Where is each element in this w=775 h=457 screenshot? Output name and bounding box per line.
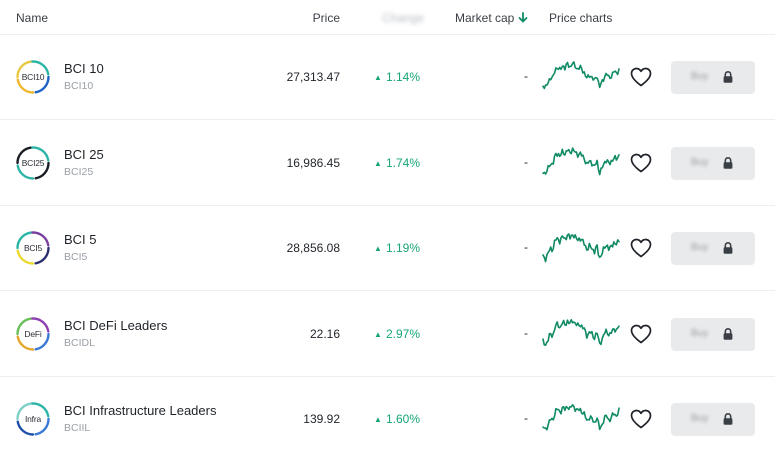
- lock-icon: [721, 327, 735, 341]
- column-header-price-charts: Price charts: [549, 11, 613, 25]
- buy-button[interactable]: Buy: [671, 403, 755, 436]
- index-market-cap: -: [524, 240, 528, 254]
- index-price: 22.16: [309, 326, 340, 341]
- price-sparkline: [542, 141, 620, 181]
- index-logo-icon: BCI10: [16, 60, 50, 94]
- logo-ring: [16, 402, 50, 436]
- change-value: 1.14%: [385, 70, 420, 84]
- logo-text: DeFi: [24, 328, 42, 339]
- price-sparkline: [542, 397, 620, 437]
- up-triangle-icon: ▲: [374, 415, 382, 424]
- table-row[interactable]: BCI5 BCI 5 BCI5 28,856.08 ▲ 1.19% - Buy: [0, 206, 775, 291]
- logo-ring: [16, 231, 50, 265]
- index-logo-icon: BCI25: [16, 145, 50, 180]
- change-value: 1.19%: [385, 241, 420, 255]
- change-value: 1.74%: [385, 155, 420, 170]
- logo-text: BCI5: [23, 243, 43, 253]
- buy-button[interactable]: Buy: [671, 232, 755, 265]
- index-name[interactable]: BCI DeFi Leaders: [64, 317, 168, 333]
- lock-icon: [721, 70, 735, 84]
- price-sparkline: [542, 312, 620, 352]
- index-market-cap: -: [524, 69, 528, 83]
- index-change: ▲ 2.97%: [374, 327, 420, 341]
- up-triangle-icon: ▲: [374, 73, 382, 82]
- sort-arrow-down-icon: [518, 12, 528, 26]
- index-logo-icon: Infra: [16, 402, 50, 436]
- market-cap-label: Market cap: [455, 11, 515, 25]
- buy-label: Buy: [691, 327, 709, 339]
- buy-label: Buy: [691, 413, 709, 424]
- logo-text: Infra: [24, 414, 41, 424]
- table-row[interactable]: BCI10 BCI 10 BCI10 27,313.47 ▲ 1.14% - Bu…: [0, 35, 775, 120]
- index-market-cap: -: [524, 154, 528, 169]
- buy-button[interactable]: Buy: [671, 146, 755, 180]
- buy-label: Buy: [691, 242, 709, 253]
- table-header: Name Price Change Market cap Price chart…: [0, 0, 775, 35]
- lock-icon: [721, 412, 735, 426]
- buy-button[interactable]: Buy: [671, 317, 755, 351]
- up-triangle-icon: ▲: [374, 158, 382, 168]
- index-price: 16,986.45: [286, 155, 340, 170]
- up-triangle-icon: ▲: [374, 244, 382, 253]
- index-ticker: BCI25: [64, 165, 94, 178]
- table-row[interactable]: DeFi BCI DeFi Leaders BCIDL 22.16 ▲ 2.97%…: [0, 292, 775, 377]
- up-triangle-icon: ▲: [374, 329, 382, 339]
- logo-text: BCI25: [21, 157, 45, 168]
- index-price: 139.92: [303, 412, 340, 426]
- lock-icon: [721, 241, 735, 255]
- change-value: 1.60%: [385, 412, 420, 426]
- index-ticker: BCI5: [64, 251, 88, 263]
- buy-label: Buy: [691, 71, 709, 82]
- index-name[interactable]: BCI Infrastructure Leaders: [64, 403, 217, 418]
- favorite-heart-icon[interactable]: [628, 65, 654, 89]
- logo-ring: [16, 316, 50, 351]
- index-market-cap: -: [524, 325, 528, 340]
- index-change: ▲ 1.74%: [374, 156, 420, 170]
- favorite-heart-icon[interactable]: [628, 322, 654, 346]
- table-row[interactable]: BCI25 BCI 25 BCI25 16,986.45 ▲ 1.74% - Bu…: [0, 121, 775, 206]
- index-name[interactable]: BCI 5: [64, 232, 97, 247]
- index-market-cap: -: [524, 411, 528, 425]
- index-change: ▲ 1.14%: [374, 70, 420, 84]
- index-ticker: BCIIL: [64, 422, 91, 434]
- column-header-price[interactable]: Price: [312, 11, 340, 25]
- change-value: 2.97%: [385, 326, 420, 341]
- logo-text: BCI10: [21, 72, 45, 82]
- table-row[interactable]: Infra BCI Infrastructure Leaders BCIIL 1…: [0, 377, 775, 457]
- logo-ring: [16, 145, 50, 180]
- index-change: ▲ 1.60%: [374, 412, 420, 426]
- index-name[interactable]: BCI 25: [64, 146, 104, 162]
- index-ticker: BCI10: [64, 80, 94, 92]
- lock-icon: [721, 156, 735, 170]
- column-header-market-cap[interactable]: Market cap: [455, 11, 528, 26]
- index-ticker: BCIDL: [64, 336, 95, 349]
- favorite-heart-icon[interactable]: [628, 407, 654, 431]
- index-logo-icon: DeFi: [16, 316, 50, 351]
- price-sparkline: [542, 226, 620, 266]
- favorite-heart-icon[interactable]: [628, 236, 654, 260]
- buy-button[interactable]: Buy: [671, 61, 755, 94]
- price-sparkline: [542, 55, 620, 95]
- column-header-name[interactable]: Name: [16, 11, 49, 25]
- index-price: 27,313.47: [286, 70, 340, 84]
- buy-label: Buy: [691, 156, 709, 168]
- favorite-heart-icon[interactable]: [628, 151, 654, 175]
- logo-ring: [16, 60, 50, 94]
- column-header-change[interactable]: Change: [382, 11, 425, 25]
- index-name[interactable]: BCI 10: [64, 61, 104, 76]
- index-price: 28,856.08: [286, 241, 340, 255]
- index-change: ▲ 1.19%: [374, 241, 420, 255]
- index-logo-icon: BCI5: [16, 231, 50, 265]
